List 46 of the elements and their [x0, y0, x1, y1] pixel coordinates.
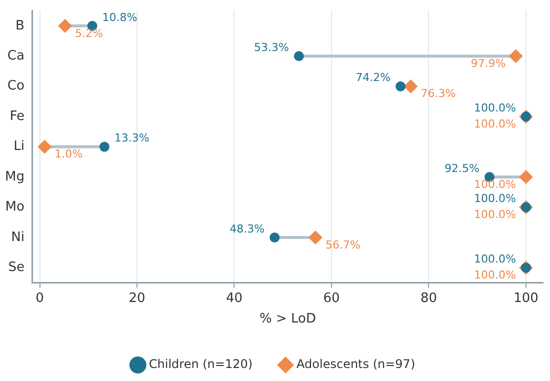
data-label: 13.3% [114, 132, 150, 145]
data-label: 53.3% [254, 40, 289, 54]
y-tick-label: Mo [5, 200, 25, 215]
point [38, 140, 52, 154]
data-label: 76.3% [420, 87, 456, 100]
x-tick-label: 80 [420, 290, 438, 306]
y-tick-label: Co [7, 78, 25, 94]
y-tick-label: Li [14, 139, 24, 154]
data-label: 100.0% [474, 208, 516, 222]
point [270, 232, 280, 242]
point [99, 142, 110, 152]
point [294, 51, 304, 62]
y-tick-label: Ni [11, 230, 24, 245]
data-label: 56.7% [325, 238, 360, 252]
data-label: 92.5% [444, 162, 480, 175]
data-label: 1.0% [54, 148, 83, 161]
data-label: 97.9% [470, 56, 506, 70]
data-label: 74.2% [356, 71, 391, 84]
data-label: 100.0% [474, 117, 516, 130]
data-label: 100.0% [474, 192, 516, 206]
point [396, 81, 406, 92]
x-tick-label: 60 [323, 290, 340, 306]
data-label: 100.0% [474, 268, 516, 282]
x-tick-label: 20 [128, 290, 146, 306]
data-label: 100.0% [474, 178, 516, 191]
x-tick-label: 100 [514, 290, 538, 306]
data-label: 100.0% [474, 252, 516, 266]
x-axis-title: % > LoD [259, 312, 316, 327]
y-tick-label: Mg [5, 169, 24, 184]
point [518, 170, 533, 184]
data-label: 5.2% [75, 26, 103, 40]
legend-label: Children (n=120) [148, 357, 253, 372]
y-tick-label: Se [8, 260, 24, 276]
point [308, 230, 322, 244]
y-tick-label: Fe [10, 108, 24, 124]
data-label: 100.0% [474, 101, 516, 114]
x-tick-label: 0 [36, 290, 44, 306]
legend-label: Adolescents (n=97) [296, 357, 416, 372]
x-tick-label: 40 [226, 290, 243, 306]
y-tick-label: B [16, 18, 24, 34]
y-tick-label: Ca [7, 48, 24, 64]
point [58, 18, 72, 33]
point [404, 79, 418, 94]
data-label: 48.3% [230, 222, 265, 236]
data-label: 10.8% [102, 10, 138, 24]
point [508, 49, 523, 64]
